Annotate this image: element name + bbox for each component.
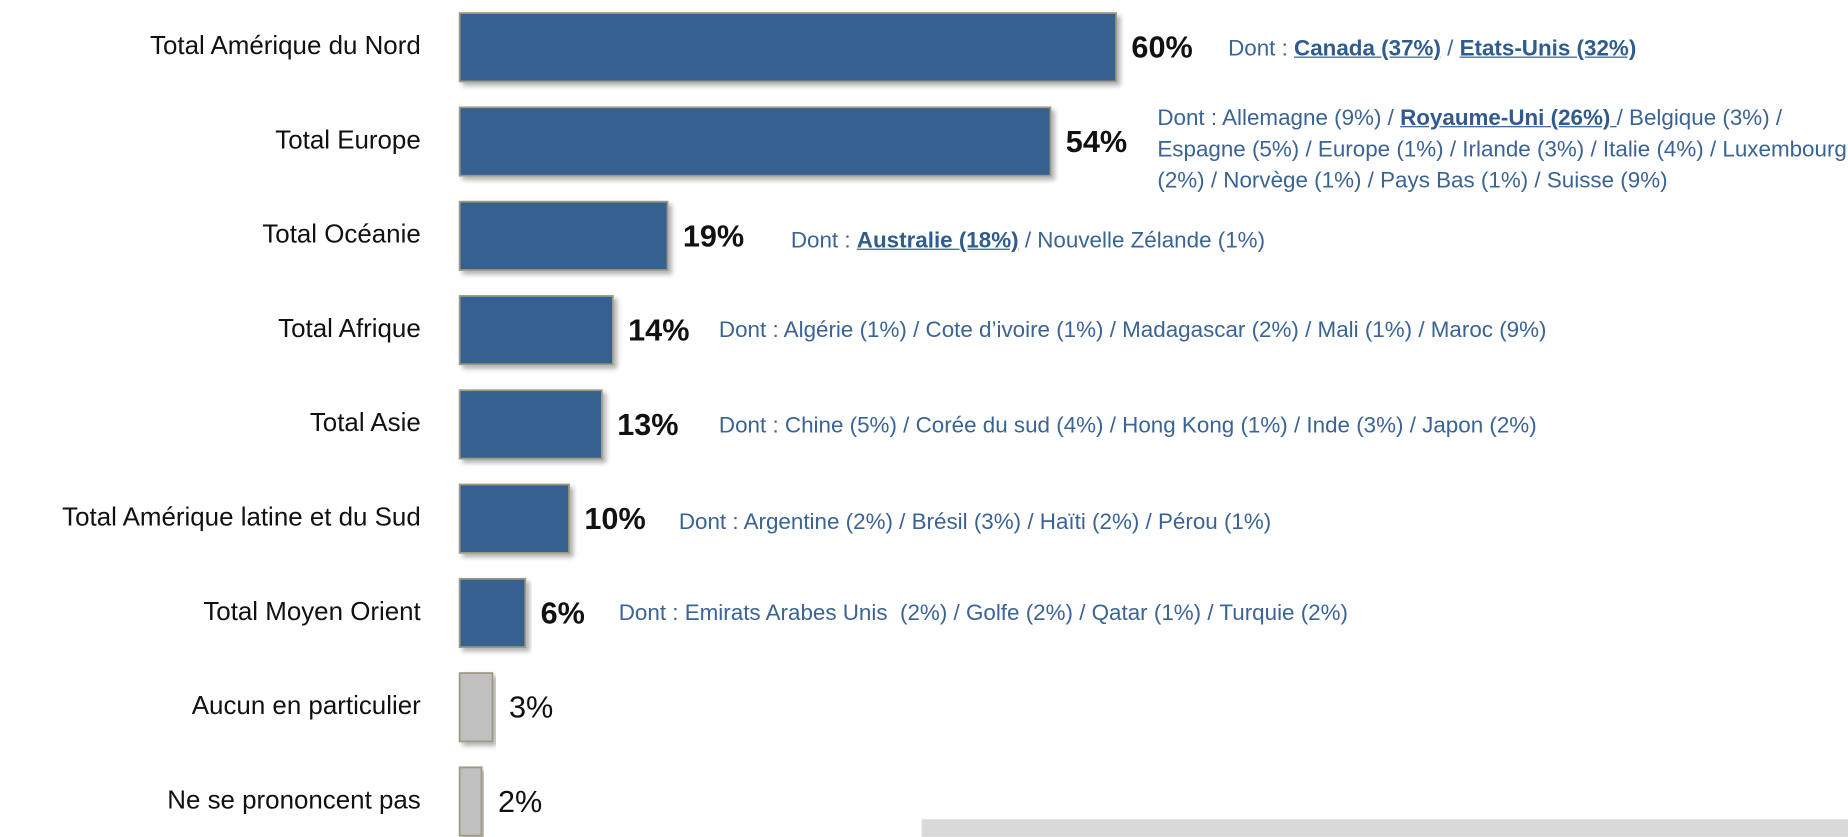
category-label: Total Afrique xyxy=(278,315,421,343)
category-label: Total Moyen Orient xyxy=(203,598,421,626)
annotation-text: Dont : Emirats Arabes Unis (2%) / Golfe … xyxy=(618,601,1349,626)
value-label: 13% xyxy=(617,408,678,442)
value-label: 3% xyxy=(509,691,553,725)
value-label: 60% xyxy=(1131,31,1192,65)
value-label: 19% xyxy=(683,219,744,253)
bar xyxy=(458,12,1117,83)
highlight: Canada (37%) xyxy=(1294,36,1441,62)
value-label: 54% xyxy=(1066,125,1127,159)
annotation: Dont : Algérie (1%) / Cote d’ivoire (1%)… xyxy=(719,316,1650,347)
highlight: Etats-Unis (32%) xyxy=(1459,36,1637,62)
annotation: Dont : Chine (5%) / Corée du sud (4%) / … xyxy=(719,411,1638,442)
bar xyxy=(458,483,570,554)
footer-band xyxy=(921,819,1848,837)
bar xyxy=(458,106,1052,177)
category-label: Total Amérique du Nord xyxy=(150,32,421,60)
annotation-text: / Nouvelle Zélande (1%) xyxy=(1018,228,1266,254)
annotation-text: / Belgique (3%) / Espagne (5%) / Europe … xyxy=(1157,106,1847,194)
value-label: 2% xyxy=(498,785,542,819)
bar xyxy=(458,295,614,366)
annotation-text: Dont : xyxy=(790,228,857,254)
annotation: Dont : Canada (37%) / Etats-Unis (32%) xyxy=(1228,34,1848,65)
annotation-text: Dont : Algérie (1%) / Cote d’ivoire (1%)… xyxy=(718,318,1547,343)
bar xyxy=(458,766,483,837)
annotation: Dont : Allemagne (9%) / Royaume-Uni (26%… xyxy=(1157,104,1848,198)
value-label: 10% xyxy=(584,502,645,536)
annotation: Dont : Emirats Arabes Unis (2%) / Golfe … xyxy=(619,599,1432,630)
value-label: 6% xyxy=(541,596,585,630)
category-label: Total Asie xyxy=(310,409,421,437)
category-label: Total Amérique latine et du Sud xyxy=(62,504,421,532)
highlight: Australie (18%) xyxy=(856,228,1019,254)
annotation-text: Dont : Argentine (2%) / Brésil (3%) / Ha… xyxy=(678,510,1272,536)
category-label: Ne se prononcent pas xyxy=(167,786,421,814)
annotation-text: / xyxy=(1440,36,1460,62)
annotation: Dont : Australie (18%) / Nouvelle Zéland… xyxy=(791,226,1498,257)
annotation-text: Dont : xyxy=(1228,36,1295,62)
bar xyxy=(458,577,527,649)
annotation-text: Dont : Chine (5%) / Corée du sud (4%) / … xyxy=(718,413,1537,439)
category-label: Total Océanie xyxy=(262,221,420,249)
bar xyxy=(458,389,603,460)
annotation-text: Dont : Allemagne (9%) / xyxy=(1157,106,1401,131)
value-label: 14% xyxy=(628,314,689,348)
bar xyxy=(458,672,494,743)
highlight: Royaume-Uni (26%) xyxy=(1400,106,1617,131)
category-label: Aucun en particulier xyxy=(192,692,421,720)
annotation: Dont : Argentine (2%) / Brésil (3%) / Ha… xyxy=(679,508,1333,539)
category-label: Total Europe xyxy=(275,126,420,154)
bar xyxy=(458,200,669,271)
